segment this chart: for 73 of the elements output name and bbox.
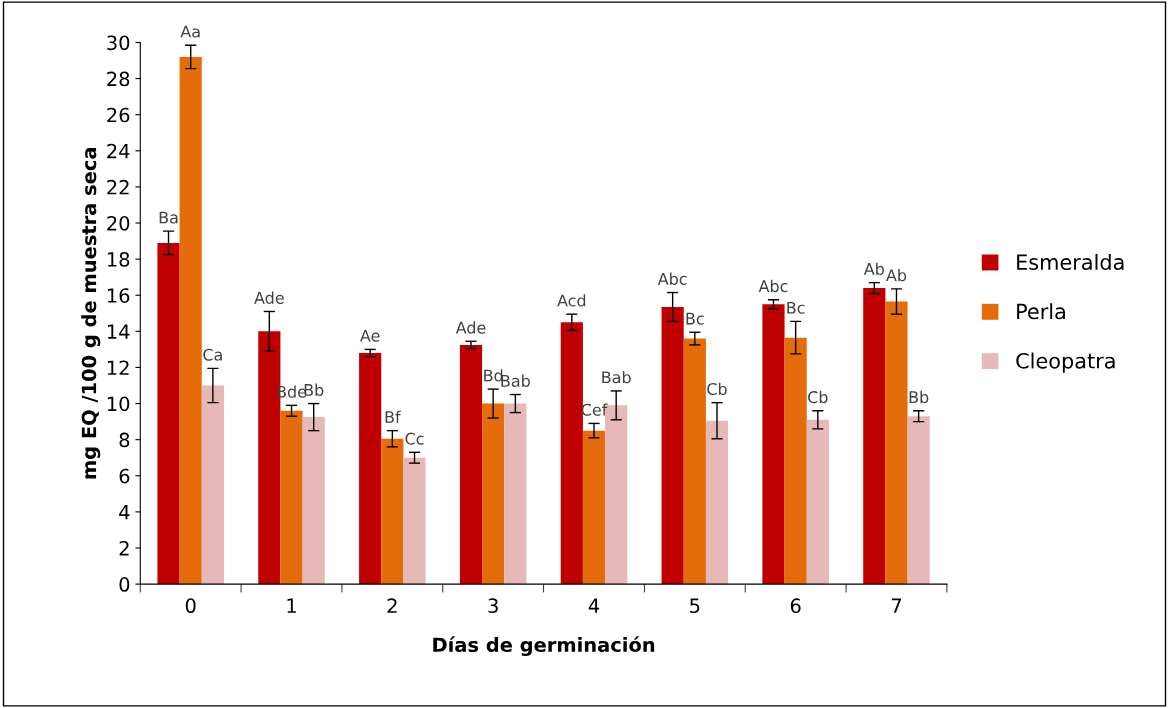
y-tick-label: 8 [119, 432, 130, 448]
x-tick-label: 1 [287, 598, 296, 613]
data-label: Bb [909, 390, 929, 404]
data-label: Aa [180, 25, 200, 38]
bar [201, 385, 224, 585]
bar [403, 457, 426, 585]
y-tick-label: 26 [107, 107, 130, 123]
bar [280, 410, 303, 585]
y-tick-label: 14 [107, 324, 130, 339]
bar [560, 322, 583, 585]
y-tick-label: 4 [119, 505, 130, 520]
y-tick-label: 16 [107, 288, 130, 303]
data-label: Cb [707, 382, 727, 396]
y-tick-label: 22 [107, 179, 129, 195]
data-label: Bab [501, 374, 530, 387]
data-label: Acd [557, 294, 586, 307]
y-tick-label: 30 [107, 35, 130, 51]
bar [504, 403, 527, 585]
x-tick-label: 3 [488, 598, 498, 614]
y-tick-label: 28 [107, 71, 130, 87]
y-tick-label: 0 [119, 577, 130, 592]
legend-label: Perla [1017, 303, 1065, 320]
bar [459, 344, 483, 585]
y-tick-label: 20 [107, 215, 130, 231]
bar [806, 419, 829, 585]
data-label: Bf [385, 410, 401, 423]
bar [482, 403, 505, 585]
x-tick-label: 7 [891, 598, 901, 613]
bar [381, 438, 404, 585]
data-label: Bc [787, 301, 805, 314]
bar [582, 430, 606, 585]
data-label: Cb [808, 390, 828, 404]
legend-label: Cleopatra [1016, 352, 1115, 373]
data-label: Bab [602, 370, 631, 384]
data-label: Bb [304, 383, 324, 396]
bar [683, 338, 706, 585]
data-label: Ab [863, 262, 884, 275]
bar [762, 304, 785, 585]
x-tick-label: 0 [185, 598, 196, 614]
data-label: Ca [203, 348, 222, 361]
data-label: Abc [657, 272, 687, 285]
y-tick-label: 24 [107, 143, 130, 159]
x-axis-title: Días de germinación [433, 636, 655, 656]
x-tick-label: 5 [690, 598, 700, 614]
data-label: Ade [455, 321, 486, 334]
x-tick-label: 2 [387, 598, 397, 613]
data-label: Ade [254, 291, 284, 304]
bar [157, 242, 180, 585]
data-label: Ae [360, 329, 380, 342]
bar [302, 417, 325, 585]
y-tick-label: 10 [107, 396, 130, 412]
data-label: Bd [484, 369, 503, 382]
bar [359, 353, 382, 585]
y-axis-title: mg EQ /100 g de muestra seca [81, 148, 101, 479]
y-tick-label: 2 [119, 540, 129, 556]
bar [885, 301, 908, 585]
bar [784, 337, 807, 585]
bar [661, 306, 684, 585]
x-tick-label: 4 [588, 598, 600, 613]
y-tick-label: 12 [107, 360, 129, 375]
bar [179, 56, 202, 585]
y-tick-label: 6 [119, 468, 130, 484]
data-label: Ba [159, 211, 178, 224]
bar [863, 288, 886, 585]
y-tick-label: 18 [107, 252, 130, 267]
data-label: Abc [758, 279, 788, 293]
data-label: Bc [686, 312, 704, 325]
bar [705, 420, 729, 585]
bar [907, 416, 930, 585]
legend-label: Esmeralda [1017, 253, 1124, 271]
data-label: Cc [405, 432, 424, 445]
data-label: Ab [886, 268, 907, 282]
x-tick-label: 6 [790, 598, 801, 614]
